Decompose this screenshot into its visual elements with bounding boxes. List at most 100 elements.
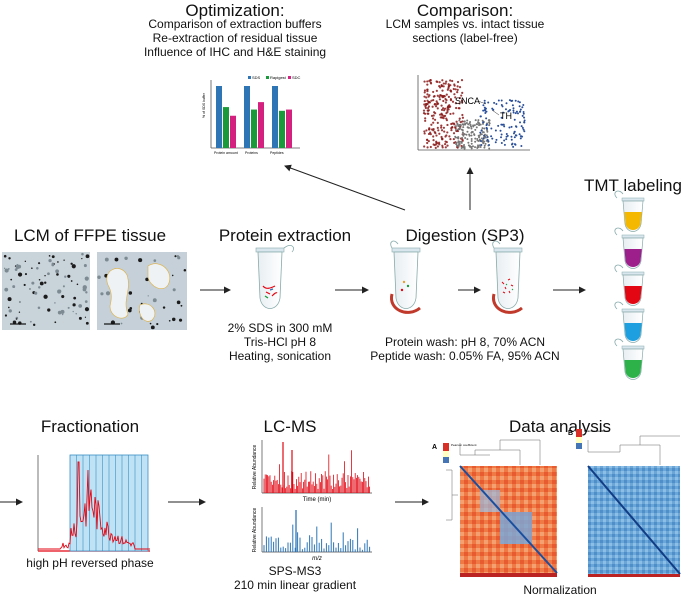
volcano-point [456, 129, 460, 133]
heatmap-b-legend: Pearson coefficient [584, 429, 610, 433]
volcano-point [426, 88, 429, 91]
volcano-point [440, 104, 443, 107]
volcano-point [441, 79, 444, 82]
volcano-point [426, 106, 430, 110]
volcano-point [438, 85, 441, 88]
volcano-point [442, 126, 446, 129]
tissue-speck [67, 274, 71, 278]
volcano-point [500, 136, 503, 139]
volcano-point [474, 140, 477, 143]
tissue-speck [70, 280, 73, 282]
volcano-point [484, 109, 487, 112]
tissue-speck [85, 254, 90, 259]
volcano-point [448, 104, 451, 107]
volcano-point [511, 99, 514, 102]
volcano-point [440, 116, 443, 119]
volcano-point [479, 115, 482, 118]
tissue-speck [105, 291, 111, 296]
volcano-point [426, 112, 429, 115]
tmt-tube-cap [614, 264, 624, 273]
optimization-chart: % of SDS buffer SDS Rapigest SDC Protein… [202, 75, 301, 155]
tissue-speck [120, 322, 123, 325]
volcano-point [456, 91, 459, 94]
volcano-point [466, 138, 469, 141]
volcano-point [503, 125, 506, 128]
opt-legend-sdc: SDC [292, 75, 301, 80]
volcano-point [482, 141, 485, 144]
volcano-point [440, 135, 443, 139]
volcano-point [455, 106, 458, 110]
volcano-point [483, 99, 486, 102]
volcano-point [445, 141, 448, 144]
volcano-point [503, 139, 506, 142]
volcano-point [486, 135, 489, 138]
volcano-point [453, 84, 456, 87]
volcano-point [434, 146, 437, 150]
volcano-point [515, 110, 518, 113]
volcano-point [424, 117, 427, 120]
tmt-tube-rim [621, 234, 645, 239]
volcano-point [444, 146, 447, 149]
tissue-speck [150, 325, 155, 330]
tissue-speck [73, 296, 77, 300]
volcano-point [469, 124, 472, 127]
volcano-point [510, 143, 513, 146]
volcano-point [456, 85, 459, 88]
volcano-point [480, 143, 483, 146]
tissue-speck [18, 311, 21, 313]
opt-bar [258, 102, 264, 148]
volcano-point [455, 120, 458, 123]
volcano-point [470, 145, 473, 148]
volcano-point [424, 112, 427, 115]
volcano-point [436, 94, 439, 97]
volcano-point [484, 111, 487, 114]
volcano-point [512, 145, 515, 148]
volcano-point [474, 146, 477, 149]
volcano-point [445, 134, 448, 137]
volcano-point [444, 101, 447, 104]
volcano-point [432, 99, 435, 102]
normalization-label: Normalization [523, 583, 597, 597]
volcano-point [500, 133, 503, 136]
tmt-tube [614, 190, 645, 232]
volcano-point [454, 88, 457, 91]
volcano-point [425, 129, 428, 132]
volcano-point [510, 135, 513, 138]
volcano-point [458, 140, 461, 143]
volcano-point [446, 123, 449, 127]
opt-bars [216, 86, 292, 148]
volcano-point [431, 117, 435, 120]
tissue-speck [7, 297, 12, 302]
tissue-speck [55, 269, 59, 274]
volcano-point [458, 126, 461, 129]
volcano-point [474, 137, 477, 140]
heatmap-b-label: B [568, 430, 573, 437]
volcano-point [522, 104, 525, 107]
volcano-point [481, 119, 484, 122]
volcano-point [437, 129, 440, 132]
volcano-point [499, 129, 502, 132]
volcano-point [432, 114, 435, 117]
volcano-point [484, 107, 487, 110]
tissue-speck [84, 307, 90, 312]
tissue-speck [183, 269, 187, 272]
volcano-point [451, 122, 454, 125]
volcano-point [523, 121, 526, 124]
volcano-point [458, 86, 462, 89]
volcano-point [476, 137, 479, 140]
volcano-point [428, 79, 431, 82]
volcano-point [424, 105, 427, 108]
volcano-point [438, 143, 441, 146]
volcano-point [442, 85, 445, 88]
tissue-speck [104, 257, 109, 262]
volcano-point [458, 124, 461, 127]
volcano-point [438, 113, 442, 116]
tissue-speck [38, 278, 41, 281]
volcano-point [449, 79, 452, 82]
volcano-point [512, 109, 515, 112]
volcano-point [456, 80, 460, 84]
volcano-point [479, 146, 482, 149]
tmt-tube-label [624, 249, 642, 267]
volcano-point [471, 130, 474, 133]
